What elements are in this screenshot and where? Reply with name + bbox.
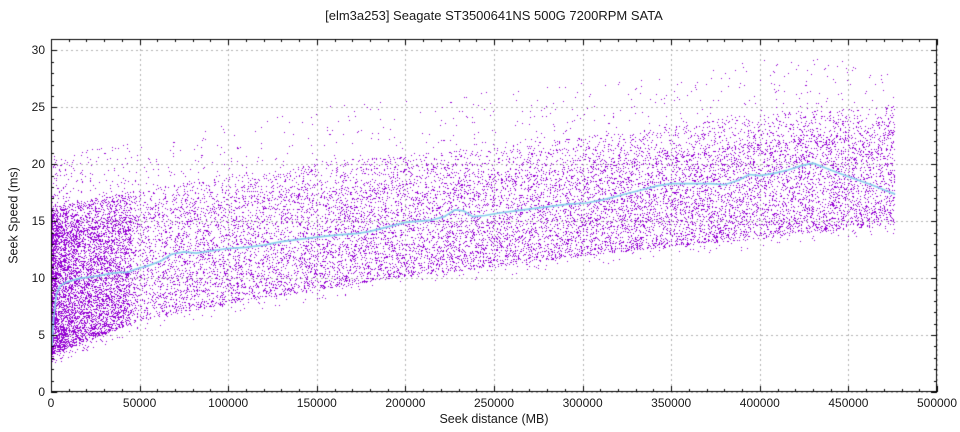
x-tick-label: 100000 (208, 396, 249, 410)
y-tick-label: 25 (31, 100, 45, 115)
y-tick-label: 30 (31, 43, 45, 58)
y-tick-label: 10 (31, 271, 45, 286)
x-tick-label: 350000 (651, 396, 692, 410)
x-tick-label: 300000 (562, 396, 603, 410)
chart-title: [elm3a253] Seagate ST3500641NS 500G 7200… (325, 8, 663, 23)
y-tick-label: 5 (38, 328, 45, 343)
x-tick-label: 0 (47, 396, 55, 410)
x-tick-label: 150000 (296, 396, 337, 410)
x-axis-label: Seek distance (MB) (439, 412, 549, 426)
x-tick-label: 200000 (385, 396, 426, 410)
y-tick-label: 20 (31, 157, 45, 172)
y-tick-label: 0 (38, 385, 45, 399)
x-tick-label: 250000 (473, 396, 515, 410)
x-tick-label: 50000 (122, 396, 157, 410)
y-tick-label: 15 (31, 214, 45, 229)
x-tick-label: 500000 (916, 396, 958, 410)
x-tick-label: 400000 (739, 396, 780, 410)
x-tick-label: 450000 (828, 396, 869, 410)
